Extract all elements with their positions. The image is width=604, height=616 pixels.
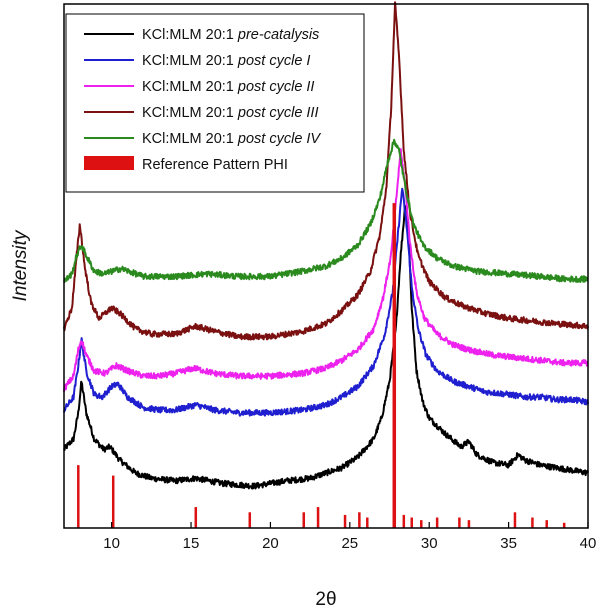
reference-peak-19 bbox=[545, 520, 548, 528]
reference-peak-10 bbox=[392, 203, 397, 528]
reference-peak-6 bbox=[316, 507, 320, 528]
reference-peak-17 bbox=[513, 512, 517, 528]
legend-label-1: KCl:MLM 20:1 pre-catalysis bbox=[142, 27, 319, 43]
reference-peak-15 bbox=[458, 517, 461, 528]
reference-peaks-layer bbox=[77, 203, 566, 528]
reference-peak-11 bbox=[402, 514, 406, 528]
x-axis-title: 2θ bbox=[315, 589, 336, 610]
reference-peak-5 bbox=[302, 512, 306, 528]
x-tick-label-30: 30 bbox=[421, 535, 438, 552]
series-line-3 bbox=[63, 148, 589, 392]
legend-label-3: KCl:MLM 20:1 post cycle II bbox=[142, 79, 314, 95]
reference-peak-9 bbox=[366, 517, 369, 528]
x-tick-label-40: 40 bbox=[580, 535, 597, 552]
y-axis-title: Intensity bbox=[10, 229, 31, 301]
x-tick-label-20: 20 bbox=[262, 535, 279, 552]
x-axis-ticks: 10 15 20 25 30 35 40 bbox=[103, 522, 596, 552]
series-line-5 bbox=[63, 138, 589, 284]
reference-peak-7 bbox=[343, 514, 347, 528]
reference-peak-14 bbox=[435, 517, 439, 528]
reference-peak-4 bbox=[248, 512, 252, 528]
series-layer bbox=[63, 1, 589, 490]
reference-peak-16 bbox=[467, 520, 471, 528]
x-tick-label-15: 15 bbox=[183, 535, 200, 552]
reference-peak-18 bbox=[531, 517, 534, 528]
series-line-4 bbox=[63, 1, 589, 341]
reference-peak-3 bbox=[194, 507, 198, 528]
series-line-1 bbox=[63, 205, 589, 490]
legend-label-6: Reference Pattern PHI bbox=[142, 157, 288, 173]
reference-peak-13 bbox=[420, 520, 423, 528]
reference-peak-8 bbox=[358, 512, 361, 528]
plot-frame bbox=[63, 3, 589, 529]
reference-peak-2 bbox=[111, 475, 115, 528]
legend-label-2: KCl:MLM 20:1 post cycle I bbox=[142, 53, 310, 69]
legend: KCl:MLM 20:1 pre-catalysis KCl:MLM 20:1 p… bbox=[65, 13, 365, 193]
series-line-2 bbox=[63, 187, 589, 417]
legend-label-4: KCl:MLM 20:1 post cycle III bbox=[142, 105, 319, 121]
reference-peak-1 bbox=[77, 465, 80, 528]
x-tick-label-25: 25 bbox=[341, 535, 358, 552]
legend-swatch-reference bbox=[84, 156, 134, 170]
reference-peak-12 bbox=[410, 517, 413, 528]
x-tick-label-10: 10 bbox=[103, 535, 120, 552]
legend-label-5: KCl:MLM 20:1 post cycle IV bbox=[142, 131, 321, 147]
reference-peak-20 bbox=[562, 522, 566, 528]
x-tick-label-35: 35 bbox=[500, 535, 517, 552]
